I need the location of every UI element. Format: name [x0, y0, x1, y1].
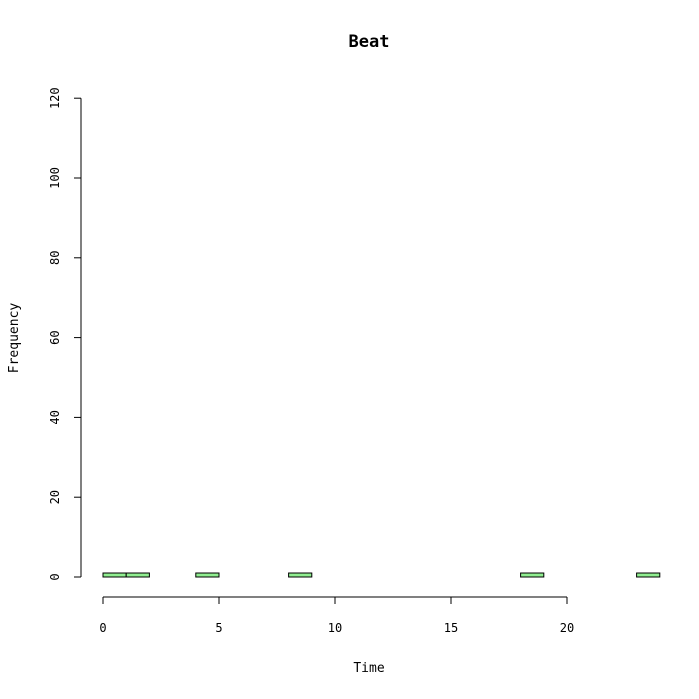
x-tick-label: 15	[444, 621, 458, 635]
y-tick-label: 0	[48, 573, 62, 580]
histogram-bar	[125, 572, 150, 578]
histogram-bar	[102, 572, 127, 578]
x-tick-label: 10	[328, 621, 342, 635]
histogram-bar	[288, 572, 313, 578]
y-axis: 0 20 40 60 80 100 120	[48, 87, 82, 581]
y-tick-label: 60	[48, 330, 62, 344]
x-tick-label: 20	[560, 621, 574, 635]
x-tick-label: 0	[99, 621, 106, 635]
y-tick-label: 40	[48, 410, 62, 424]
x-tick-label: 5	[215, 621, 222, 635]
histogram-bar	[520, 572, 545, 578]
histogram-bar	[195, 572, 220, 578]
y-tick-label: 20	[48, 490, 62, 504]
histogram-bar	[636, 572, 661, 578]
y-tick-label: 100	[48, 167, 62, 189]
x-axis-label: Time	[353, 661, 384, 676]
y-axis-label: Frequency	[7, 303, 22, 374]
bars-group	[102, 572, 661, 578]
y-tick-label: 120	[48, 87, 62, 109]
x-axis: 0 5 10 15 20	[99, 596, 574, 635]
chart-title: Beat	[349, 32, 390, 52]
y-tick-label: 80	[48, 251, 62, 265]
